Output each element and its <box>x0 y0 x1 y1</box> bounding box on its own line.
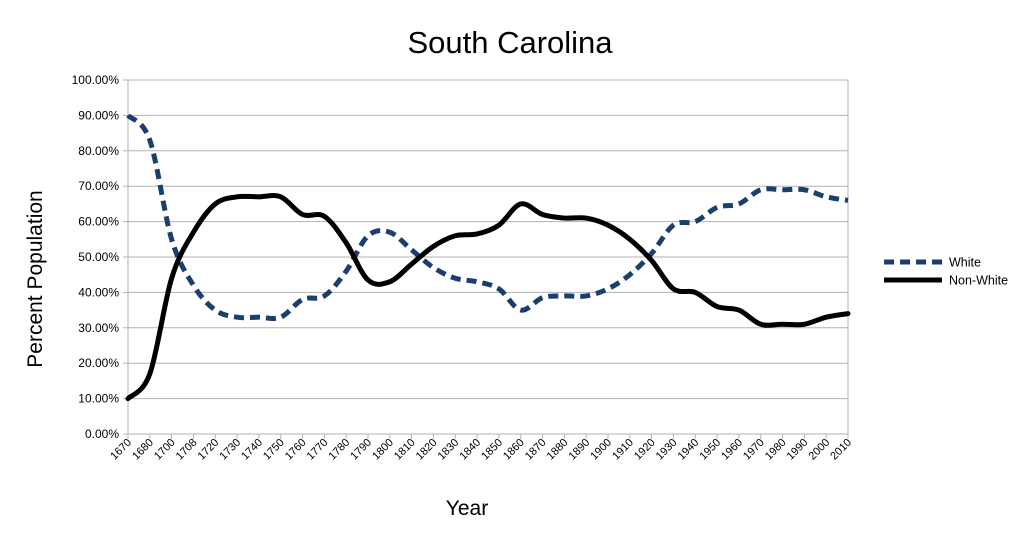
x-tick-label: 1680 <box>130 437 156 463</box>
x-tick-label: 1830 <box>436 437 462 463</box>
x-axis-label: Year <box>446 497 488 520</box>
x-tick-label: 2010 <box>828 437 854 463</box>
x-tick-label: 1990 <box>785 437 811 463</box>
x-tick-label: 1850 <box>479 437 505 463</box>
x-tick-label: 1980 <box>763 437 789 463</box>
series-line-white <box>126 113 849 321</box>
x-tick-label: 1810 <box>392 437 418 463</box>
y-tick-label: 30.00% <box>78 321 119 335</box>
chart-title: South Carolina <box>407 25 613 60</box>
x-tick-label: 1780 <box>327 437 353 463</box>
x-tick-label: 1890 <box>567 437 593 463</box>
x-tick-label: 1708 <box>174 437 200 463</box>
x-tick-label: 1840 <box>457 437 483 463</box>
legend-label-non-white: Non-White <box>949 274 1008 288</box>
x-tick-label: 1820 <box>414 437 440 463</box>
series-lines <box>125 113 851 402</box>
y-tick-label: 100.00% <box>72 73 120 87</box>
x-tick-label: 1950 <box>697 437 723 463</box>
x-tick-label: 1910 <box>610 437 636 463</box>
x-tick-label: 1860 <box>501 437 527 463</box>
x-tick-label: 1720 <box>196 437 222 463</box>
x-tick-label: 1900 <box>588 437 614 463</box>
y-axis-label: Percent Population <box>24 190 47 367</box>
y-tick-label: 80.00% <box>78 144 119 158</box>
x-tick-label: 1700 <box>152 437 178 463</box>
x-tick-label: 1880 <box>545 437 571 463</box>
y-tick-label: 70.00% <box>78 179 119 193</box>
y-tick-label: 20.00% <box>78 356 119 370</box>
x-tick-label: 1730 <box>217 437 243 463</box>
legend: White Non-White <box>884 256 1008 288</box>
x-tick-label: 1790 <box>348 437 374 463</box>
y-tick-label: 40.00% <box>78 285 119 299</box>
y-tick-label: 0.00% <box>85 427 119 441</box>
x-tick-label: 1920 <box>632 437 658 463</box>
y-tick-label: 90.00% <box>78 108 119 122</box>
series-line-non-white <box>125 193 851 402</box>
x-tick-label: 1760 <box>283 437 309 463</box>
x-tick-label: 1800 <box>370 437 396 463</box>
x-tick-label: 1970 <box>741 437 767 463</box>
x-tick-label: 1930 <box>654 437 680 463</box>
x-tick-label: 1770 <box>305 437 331 463</box>
x-tick-label: 1740 <box>239 437 265 463</box>
y-tick-labels: 0.00% 10.00% 20.00% 30.00% 40.00% 50.00% 60.00… <box>72 73 120 441</box>
x-tick-labels: 1670168017001708172017301740175017601770… <box>108 437 854 463</box>
gridlines <box>128 79 848 435</box>
legend-label-white: White <box>949 256 981 270</box>
x-tick-label: 1960 <box>719 437 745 463</box>
x-tick-label: 1750 <box>261 437 287 463</box>
x-tick-label: 2000 <box>807 437 833 463</box>
y-tick-label: 10.00% <box>78 392 119 406</box>
x-tick-label: 1870 <box>523 437 549 463</box>
axes <box>123 79 849 439</box>
x-tick-label: 1940 <box>676 437 702 463</box>
y-tick-label: 60.00% <box>78 215 119 229</box>
y-tick-label: 50.00% <box>78 250 119 264</box>
